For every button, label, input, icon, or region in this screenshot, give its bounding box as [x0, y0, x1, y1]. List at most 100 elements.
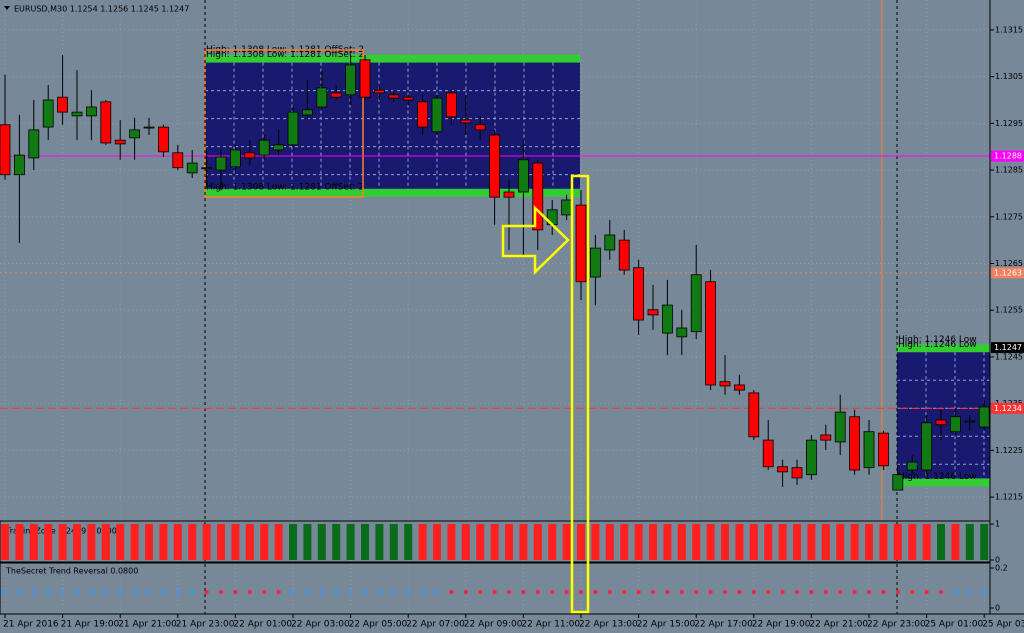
signal-dot: [665, 590, 670, 594]
candle-body: [806, 439, 817, 476]
price-level-tag: [991, 267, 1024, 279]
x-tick-label: 21 Apr 23:00: [176, 620, 235, 630]
candle-body: [129, 129, 141, 139]
x-tick-label: 22 Apr 01:00: [233, 620, 292, 630]
histogram-bar: [202, 524, 211, 560]
price-level-label: 1.1234: [994, 404, 1022, 413]
candle-body: [618, 239, 630, 271]
signal-dot: [3, 590, 7, 594]
signal-dot: [17, 590, 22, 594]
histogram-bar: [389, 524, 398, 560]
zone-band-top: [897, 344, 990, 353]
histogram-bar: [577, 524, 585, 560]
candle-body: [417, 101, 429, 128]
candle-body: [762, 439, 774, 468]
zone-band-bottom: [205, 188, 580, 197]
candle-body: [273, 144, 285, 151]
candle-body: [849, 416, 860, 471]
candle-body: [892, 474, 904, 491]
histogram-bar: [807, 524, 816, 560]
candle-body: [719, 381, 731, 387]
histogram-bar: [289, 524, 297, 560]
signal-dot: [636, 590, 641, 594]
y-tick-label: 1.1225: [995, 446, 1023, 455]
signal-dot: [406, 590, 411, 594]
signal-dot: [737, 590, 742, 594]
histogram-bar: [980, 524, 989, 560]
histogram-bar: [649, 524, 657, 560]
histogram-bar: [332, 524, 341, 560]
x-tick-label: 25 Apr 03:00: [982, 620, 1024, 630]
histogram-bar: [245, 524, 254, 560]
signal-dot: [751, 590, 756, 594]
candle-body: [13, 154, 25, 176]
price-level-tag: [991, 402, 1024, 414]
candle-body: [244, 152, 256, 159]
x-tick-label: 22 Apr 17:00: [694, 620, 753, 630]
signal-dot: [924, 590, 929, 594]
x-tick-label: 22 Apr 03:00: [291, 620, 350, 630]
zone-label: High: 1.1246 Low: [898, 472, 977, 482]
candle-body: [42, 99, 54, 128]
candle-body: [28, 129, 40, 159]
signal-dot: [838, 590, 843, 594]
candle-body: [474, 124, 486, 131]
candle-body: [445, 92, 457, 118]
histogram-bar: [562, 524, 571, 560]
candle-body: [575, 204, 587, 283]
signal-dot: [651, 590, 655, 594]
signal-dot: [939, 590, 943, 594]
candle-body: [258, 139, 270, 156]
candle-body: [863, 431, 875, 469]
signal-dot: [103, 590, 108, 594]
candle-body: [287, 111, 299, 146]
histogram-bar: [605, 524, 614, 560]
candle-body: [71, 111, 83, 117]
signal-dot: [319, 590, 324, 594]
highlight-box: [570, 174, 590, 614]
chart-title: EURUSD,M30 1.1254 1.1256 1.1245 1.1247: [14, 5, 189, 14]
y-tick-label: 1.1295: [995, 119, 1023, 128]
candle-body: [215, 156, 227, 171]
signal-dot: [348, 590, 353, 594]
histogram-bar: [1, 524, 9, 560]
x-tick-label: 21 Apr 2016: [3, 620, 59, 630]
candle-body: [345, 64, 357, 96]
candle-body: [690, 274, 702, 333]
candle-body: [114, 139, 126, 145]
histogram-bar: [346, 524, 355, 560]
candle-body: [964, 420, 976, 423]
zone-box: [205, 62, 580, 189]
histogram-bar: [188, 524, 197, 560]
signal-dot: [795, 590, 799, 594]
histogram-bar: [375, 524, 384, 560]
candle-body: [590, 247, 601, 278]
histogram-bar: [735, 524, 744, 560]
histogram-bar: [317, 524, 326, 560]
x-tick-label: 22 Apr 07:00: [406, 620, 465, 630]
histogram-bar: [87, 524, 96, 560]
symbol-menu-triangle[interactable]: [4, 6, 10, 10]
signal-dot: [391, 590, 396, 594]
signal-dot: [492, 590, 497, 594]
candle-body: [503, 191, 515, 198]
signal-dot: [521, 590, 526, 594]
signal-dot: [60, 590, 65, 594]
histogram-bar: [533, 524, 542, 560]
y-tick-label: 1.1215: [995, 493, 1023, 502]
signal-dot: [867, 590, 871, 594]
price-level-label: 1.1247: [994, 343, 1022, 352]
candle-body: [143, 126, 155, 129]
histogram-bar: [951, 524, 960, 560]
y-tick-label: 1.1315: [995, 25, 1023, 34]
candle-body: [157, 126, 169, 153]
candle-body: [57, 96, 68, 113]
histogram-bar: [937, 524, 945, 560]
histogram-bar: [490, 524, 499, 560]
zone-outline: [204, 49, 364, 198]
histogram-bar: [145, 524, 153, 560]
candle-body: [229, 149, 241, 168]
histogram-bar: [159, 524, 168, 560]
arrow: [501, 205, 570, 275]
